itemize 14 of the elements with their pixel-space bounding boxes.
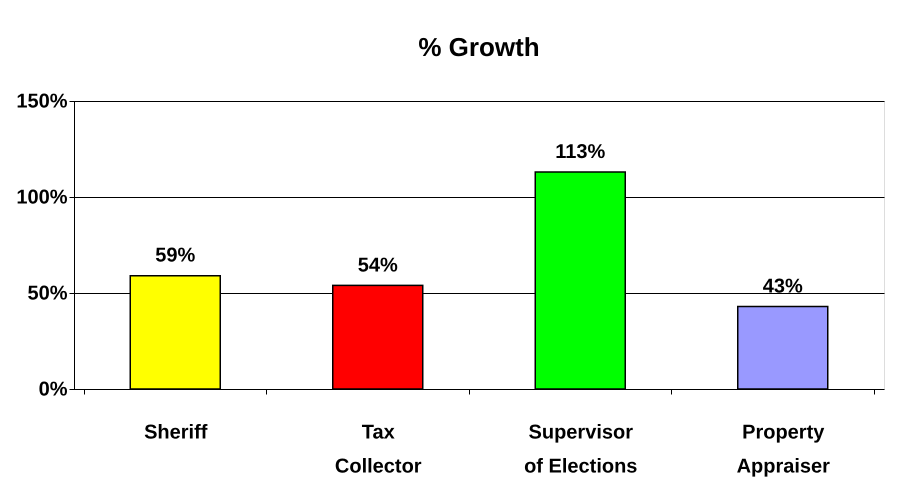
data-label: 43%	[762, 275, 803, 298]
chart-title: % Growth	[418, 32, 540, 62]
data-label: 54%	[358, 254, 398, 276]
data-label: 59%	[155, 244, 196, 267]
x-tick-label: Sheriff	[144, 422, 208, 444]
x-tick-label: Tax Collector	[334, 422, 422, 478]
x-tick-label: Supervisor of Elections	[524, 422, 638, 478]
y-tick-label: 150%	[16, 90, 68, 112]
x-tick-label: Property Appraiser	[736, 422, 830, 478]
data-label: 113%	[555, 141, 606, 164]
y-tick-label: 0%	[38, 378, 68, 400]
y-tick-label: 50%	[27, 282, 68, 304]
bar	[737, 306, 828, 390]
y-tick-label: 100%	[16, 186, 68, 208]
